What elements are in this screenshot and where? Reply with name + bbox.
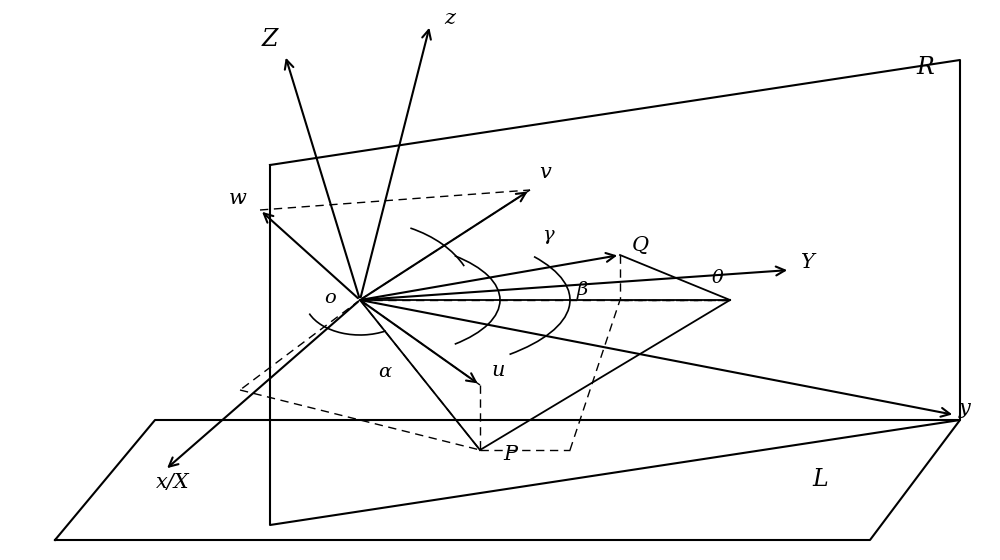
Text: z: z [444, 8, 456, 27]
Text: Q: Q [631, 236, 649, 254]
Text: R: R [916, 57, 934, 80]
Text: β: β [576, 281, 588, 299]
Text: P: P [503, 446, 517, 464]
Text: u: u [491, 361, 505, 380]
Text: L: L [812, 469, 828, 492]
Text: w: w [229, 189, 247, 208]
Text: γ: γ [542, 226, 554, 244]
Text: α: α [378, 363, 392, 381]
Text: Z: Z [262, 29, 278, 52]
Text: o: o [324, 289, 336, 307]
Text: Y: Y [801, 253, 815, 272]
Text: v: v [539, 162, 551, 181]
Text: θ: θ [712, 269, 724, 287]
Text: y: y [959, 399, 971, 418]
Text: x/X: x/X [156, 473, 190, 492]
